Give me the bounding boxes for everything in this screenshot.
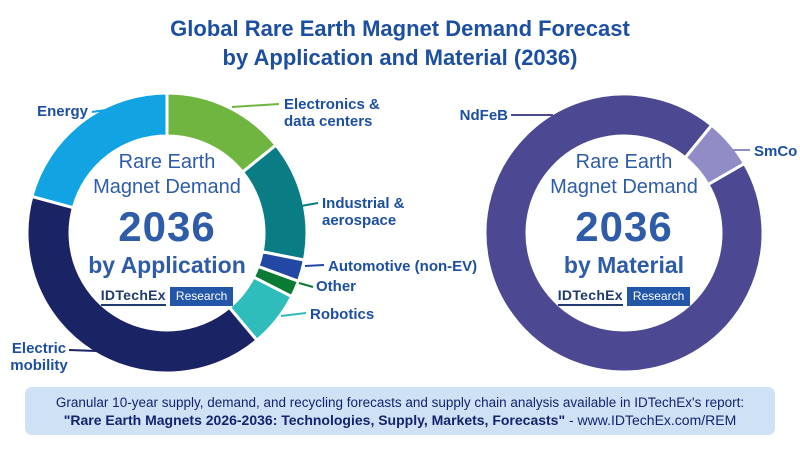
idtechex-logo: IDTechEx Research <box>519 286 729 306</box>
label-automotive-non-ev: Automotive (non-EV) <box>328 258 478 275</box>
label-other: Other <box>316 278 357 295</box>
idtechex-logo: IDTechEx Research <box>62 286 272 306</box>
title-line1: Global Rare Earth Magnet Demand Forecast <box>170 16 630 41</box>
label-robotics: Robotics <box>310 306 375 323</box>
slice-ndfeb <box>483 92 765 374</box>
label-ndfeb: NdFeB <box>459 107 508 124</box>
idtechex-logo-brand: IDTechEx <box>557 287 623 306</box>
center-year: 2036 <box>118 203 216 250</box>
leader-line-electric-mobility <box>68 349 98 352</box>
report-url: - www.IDTechEx.com/REM <box>565 411 737 428</box>
leader-line-energy <box>91 105 134 113</box>
title-line2: by Application and Material (2036) <box>222 45 578 71</box>
page-title: Global Rare Earth Magnet Demand Forecast… <box>0 14 800 72</box>
slice-energy <box>30 91 169 210</box>
donut-center-material: Rare Earth Magnet Demand 2036 by Materia… <box>519 150 729 306</box>
label-smco: SmCo <box>754 143 798 160</box>
leader-line-industrial <box>300 202 319 207</box>
leader-line-other <box>298 282 314 288</box>
leader-line-robotics <box>280 312 307 317</box>
center-year: 2036 <box>575 203 673 250</box>
leader-line-electronics <box>231 103 280 108</box>
center-subtitle: by Application <box>88 252 246 279</box>
center-title-line2: Magnet Demand <box>93 176 241 198</box>
center-title-line1: Rare Earth <box>118 151 216 173</box>
donut-center-application: Rare Earth Magnet Demand 2036 by Applica… <box>62 150 272 306</box>
idtechex-logo-research-badge: Research <box>169 286 234 306</box>
report-title: "Rare Earth Magnets 2026-2036: Technolog… <box>63 411 566 428</box>
center-title-line1: Rare Earth <box>575 151 673 173</box>
label-industrial-aerospace: Industrial & aerospace <box>322 195 405 230</box>
leader-lines <box>68 103 750 352</box>
center-title-line2: Magnet Demand <box>550 176 698 198</box>
label-electronics-data-centers: Electronics & data centers <box>284 96 380 131</box>
report-banner: Granular 10-year supply, demand, and rec… <box>25 387 775 435</box>
donut-by-material <box>483 92 765 374</box>
label-energy: Energy <box>37 103 88 120</box>
slice-smco <box>683 123 746 186</box>
report-banner-line1: Granular 10-year supply, demand, and rec… <box>55 394 745 410</box>
idtechex-logo-research-badge: Research <box>626 286 691 306</box>
slice-electric-mobility <box>25 194 259 375</box>
leader-line-automotive <box>304 264 325 267</box>
center-subtitle: by Material <box>563 252 685 279</box>
report-banner-line2: "Rare Earth Magnets 2026-2036: Technolog… <box>25 412 775 428</box>
idtechex-logo-brand: IDTechEx <box>100 287 166 306</box>
label-electric-mobility: Electric mobility <box>10 340 68 375</box>
donut-by-application <box>25 91 309 375</box>
